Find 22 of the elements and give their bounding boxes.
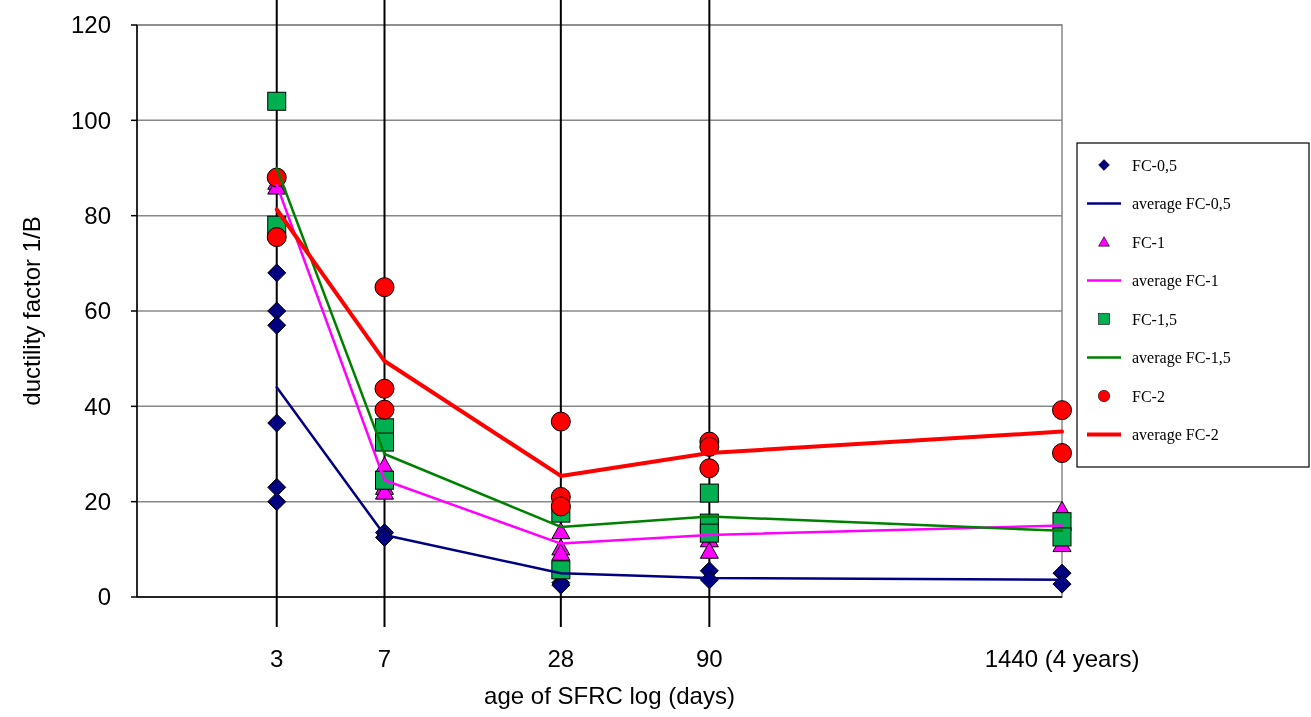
y-tick-label: 0 (97, 583, 111, 611)
legend-label: average FC-1 (1132, 272, 1219, 291)
x-axis-title: age of SFRC log (days) (484, 682, 735, 709)
legend-label: average FC-0,5 (1132, 195, 1231, 214)
legend-label: FC-1 (1132, 233, 1165, 251)
x-tick-label: 7 (377, 645, 392, 672)
y-tick-label: 80 (84, 202, 111, 230)
legend-label: average FC-1,5 (1132, 349, 1231, 368)
legend-label: FC-0,5 (1132, 156, 1177, 174)
y-tick-label: 20 (84, 488, 111, 516)
x-tick-label: 28 (547, 645, 575, 672)
y-axis-title: ductility factor 1/B (18, 216, 45, 406)
y-tick-label: 40 (84, 392, 111, 420)
legend-label: FC-2 (1132, 387, 1165, 405)
y-tick-label: 100 (70, 106, 111, 134)
x-tick-label: 3 (270, 645, 284, 672)
x-tick-label: 1440 (4 years) (984, 645, 1140, 672)
legend-label: average FC-2 (1132, 426, 1219, 445)
y-tick-label: 60 (84, 297, 111, 325)
legend-label: FC-1,5 (1132, 310, 1177, 328)
y-tick-label: 120 (70, 11, 111, 39)
x-tick-label: 90 (695, 645, 723, 672)
